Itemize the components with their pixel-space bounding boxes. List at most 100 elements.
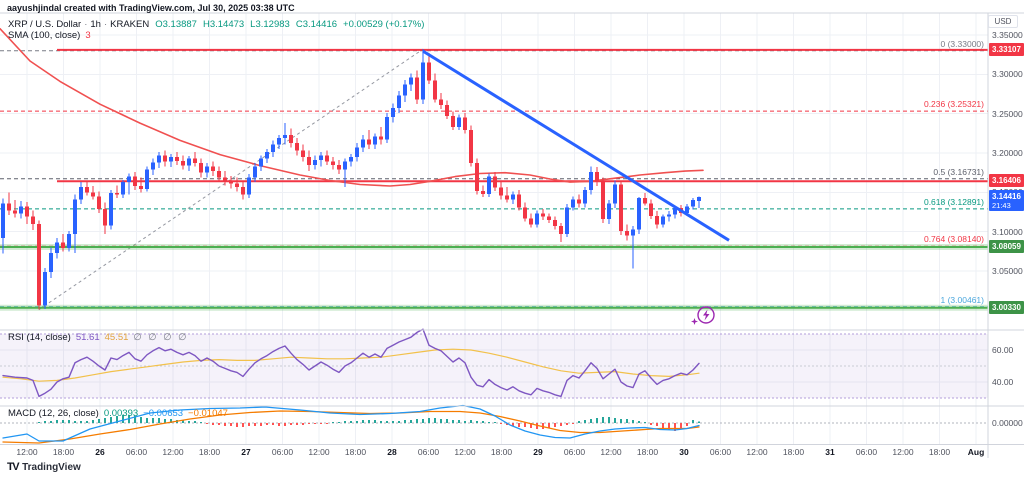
macd-histogram-bar <box>482 421 484 423</box>
ohlc-open-value: 3.13887 <box>162 19 197 30</box>
symbol-legend[interactable]: XRP / U.S. Dollar · 1h · KRAKEN O3.13887 H3.14… <box>8 19 424 30</box>
sma-100-line <box>0 27 704 187</box>
macd-histogram-bar <box>512 423 514 426</box>
candle-up <box>19 206 23 214</box>
candle-down <box>559 226 563 235</box>
macd-histogram-bar <box>212 423 214 425</box>
macd-histogram-bar <box>428 418 430 423</box>
macd-histogram-bar <box>548 423 550 428</box>
candle-down <box>493 176 497 188</box>
macd-histogram-bar <box>50 421 52 423</box>
macd-histogram-bar <box>218 423 220 425</box>
candle-down <box>625 230 629 236</box>
tradingview-logo[interactable]: TV TradingView <box>7 461 81 473</box>
macd-histogram-bar <box>392 421 394 423</box>
ohlc-low-value: 3.12983 <box>255 19 290 30</box>
sma-label: SMA (100, close) <box>8 30 81 41</box>
macd-histogram-bar <box>164 419 166 423</box>
candle-up <box>487 176 491 194</box>
macd-histogram-bar <box>332 422 334 424</box>
candle-up <box>49 252 53 272</box>
candle-up <box>631 229 635 236</box>
macd-legend[interactable]: MACD (12, 26, close) 0.00393 −0.00653 −0.01… <box>8 408 228 419</box>
candle-down <box>499 187 503 196</box>
candle-up <box>403 84 407 96</box>
candle-down <box>517 194 521 208</box>
macd-histogram-bar <box>662 423 664 428</box>
candle-down <box>553 219 557 227</box>
candle-down <box>25 206 29 217</box>
candle-up <box>157 155 161 163</box>
macd-histogram-bar <box>602 417 604 423</box>
macd-histogram-bar <box>356 421 358 423</box>
ohlc-close-label: C <box>295 19 303 30</box>
currency-toggle[interactable]: USD <box>988 15 1018 28</box>
candle-up <box>697 196 701 202</box>
macd-histogram-bar <box>152 418 154 423</box>
macd-histogram-bar <box>242 423 244 427</box>
candle-down <box>439 99 443 106</box>
macd-histogram-bar <box>608 417 610 423</box>
macd-histogram-bar <box>272 423 274 425</box>
macd-histogram-bar <box>578 421 580 423</box>
candle-down <box>211 166 215 172</box>
candle-down <box>307 156 311 165</box>
sma-legend[interactable]: SMA (100, close) 3 <box>8 30 91 41</box>
macd-histogram-bar <box>596 418 598 423</box>
macd-histogram-bar <box>86 421 88 423</box>
candle-down <box>37 223 41 306</box>
symbol-name: XRP / U.S. Dollar <box>8 19 82 30</box>
rsi-ma-line <box>2 348 700 382</box>
fib-diagonal-trendline <box>38 48 424 310</box>
macd-histogram-bar <box>44 421 46 423</box>
macd-histogram-bar <box>476 421 478 423</box>
candle-down <box>433 80 437 100</box>
candle-down <box>175 156 179 161</box>
macd-histogram-bar <box>554 423 556 427</box>
rsi-legend[interactable]: RSI (14, close) 51.61 45.51 ∅ ∅ ∅ ∅ <box>8 332 188 343</box>
candle-up <box>565 207 569 235</box>
candle-down <box>481 190 485 194</box>
macd-histogram-bar <box>560 423 562 426</box>
macd-histogram-bar <box>266 423 268 425</box>
candle-up <box>571 199 575 208</box>
ohlc-high-value: 3.14473 <box>209 19 245 30</box>
candle-down <box>445 105 449 117</box>
candle-down <box>13 210 17 214</box>
candle-down <box>601 182 605 220</box>
macd-signal-value: −0.01047 <box>188 408 228 419</box>
macd-histogram-bar <box>668 423 670 430</box>
macd-histogram-bar <box>416 419 418 423</box>
candle-up <box>457 117 461 128</box>
candle-down <box>103 208 107 226</box>
candle-down <box>223 177 227 181</box>
macd-histogram-bar <box>494 422 496 424</box>
ohlc-high-label: H <box>202 19 210 30</box>
candle-down <box>367 139 371 145</box>
macd-histogram-bar <box>68 420 70 423</box>
ohlc-low-label: L <box>250 19 256 30</box>
macd-histogram-bar <box>56 420 58 423</box>
macd-histogram-bar <box>254 423 256 426</box>
candle-up <box>637 197 641 230</box>
candle-up <box>535 213 539 225</box>
candle-down <box>463 117 467 131</box>
candle-down <box>139 186 143 190</box>
price-change: +0.00529 (+0.17%) <box>343 19 425 30</box>
macd-histogram-bar <box>230 423 232 426</box>
macd-histogram-bar <box>434 418 436 423</box>
macd-histogram-bar <box>278 423 280 426</box>
rsi-value: 51.61 <box>75 332 100 343</box>
macd-histogram-bar <box>326 423 328 424</box>
macd-histogram-bar <box>362 420 364 423</box>
candle-up <box>253 166 257 178</box>
candle-up <box>373 136 377 145</box>
downtrend-line <box>422 49 730 242</box>
legend-separator: · <box>103 19 108 30</box>
candle-up <box>385 116 389 140</box>
candle-down <box>91 192 95 197</box>
candle-down <box>523 207 527 219</box>
candle-up <box>685 206 689 213</box>
